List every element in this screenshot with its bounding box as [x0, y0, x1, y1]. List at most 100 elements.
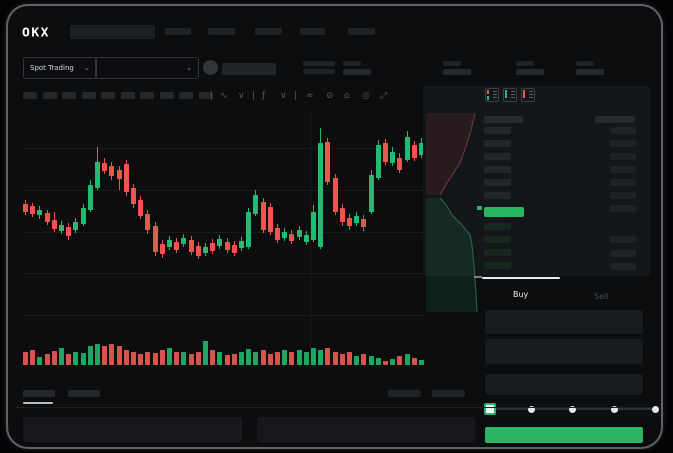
ask-price-placeholder[interactable] [484, 127, 511, 134]
order-input-field[interactable] [485, 310, 643, 334]
volume-bar [289, 352, 294, 365]
ask-amount-placeholder[interactable] [610, 153, 636, 160]
slider-stop[interactable] [610, 406, 618, 413]
candle [203, 247, 208, 253]
timeframe-placeholder[interactable] [62, 92, 76, 99]
market-type-selector[interactable]: Spot Trading ⌄ [23, 57, 97, 79]
candle [37, 210, 42, 215]
bid-price-placeholder[interactable] [484, 236, 511, 243]
ask-amount-placeholder[interactable] [610, 127, 636, 134]
orderbook-header-amount [595, 116, 635, 123]
timeframe-placeholder[interactable] [198, 92, 213, 99]
timeframe-placeholder[interactable] [179, 92, 193, 99]
ask-price-placeholder[interactable] [484, 153, 511, 160]
candle [246, 212, 251, 247]
tab-sell[interactable]: Sell [594, 292, 609, 301]
order-input-field[interactable] [485, 339, 643, 364]
ask-price-placeholder[interactable] [484, 179, 511, 186]
pair-avatar [203, 60, 218, 75]
ask-amount-placeholder[interactable] [610, 179, 636, 186]
ask-amount-placeholder[interactable] [610, 166, 636, 173]
settings-icon[interactable]: ◎ [362, 91, 370, 101]
book-view-bids-icon[interactable] [503, 88, 517, 102]
bid-price-placeholder[interactable] [484, 249, 511, 256]
timeframe-placeholder[interactable] [120, 92, 135, 99]
okx-logo[interactable]: OKX [22, 26, 50, 41]
ask-price-placeholder[interactable] [484, 192, 511, 199]
book-view-asks-icon[interactable] [521, 88, 535, 102]
timeframe-placeholder[interactable] [81, 92, 96, 99]
candle [88, 185, 93, 210]
chevron-down-icon[interactable]: ∨ [280, 91, 287, 101]
bid-amount-placeholder[interactable] [610, 263, 636, 270]
nav-item-placeholder[interactable] [300, 28, 325, 35]
bottom-action-placeholder[interactable] [388, 390, 421, 397]
candle [261, 202, 266, 230]
candle [95, 162, 100, 188]
last-price-highlight[interactable] [484, 207, 524, 217]
indicator-icon[interactable]: ƒ [262, 91, 266, 101]
book-view-all-icon[interactable] [485, 88, 499, 102]
volume-bar [268, 354, 273, 365]
slider-handle[interactable] [484, 403, 496, 415]
volume-bar [73, 352, 78, 365]
volume-bar [225, 355, 230, 365]
volume-bar [131, 352, 136, 365]
bottom-content-panel [23, 417, 242, 442]
bottom-action-placeholder[interactable] [432, 390, 465, 397]
candle [30, 206, 35, 214]
timeframe-placeholder[interactable] [23, 92, 37, 99]
camera-icon[interactable]: ⌂ [344, 91, 350, 101]
volume-bar [45, 354, 50, 365]
slider-stop[interactable] [569, 406, 576, 413]
ask-price-placeholder[interactable] [484, 166, 511, 173]
nav-item-placeholder[interactable] [255, 28, 282, 35]
candles-icon[interactable]: ∿ [220, 91, 228, 101]
candle [232, 245, 237, 253]
timeframe-placeholder[interactable] [140, 92, 154, 99]
volume-bar [246, 349, 251, 365]
timeframe-placeholder[interactable] [101, 92, 115, 99]
nav-item-placeholder[interactable] [208, 28, 235, 35]
candle [59, 225, 64, 231]
slider-stop[interactable] [527, 406, 535, 413]
bid-amount-placeholder[interactable] [610, 236, 636, 243]
bid-amount-placeholder[interactable] [610, 250, 636, 257]
ask-price-placeholder[interactable] [484, 140, 511, 147]
bid-price-placeholder[interactable] [484, 223, 511, 230]
bid-price-placeholder[interactable] [484, 262, 511, 269]
candle [347, 218, 352, 226]
candle [217, 239, 222, 246]
line-tool-icon[interactable]: ≈ [306, 91, 314, 101]
nav-item-placeholder[interactable] [348, 28, 375, 35]
timeframe-placeholder[interactable] [42, 92, 57, 99]
volume-bar [369, 356, 374, 365]
ask-amount-placeholder[interactable] [610, 140, 636, 147]
draw-tool-icon[interactable]: ⊘ [326, 91, 334, 101]
ask-amount-placeholder[interactable] [610, 192, 636, 199]
slider-stop[interactable] [652, 406, 659, 413]
bottom-tab-placeholder[interactable] [23, 390, 55, 397]
candle [412, 145, 417, 158]
volume-bar [217, 352, 222, 365]
tab-buy[interactable]: Buy [513, 290, 529, 299]
gridline [310, 110, 311, 365]
candle [297, 230, 302, 237]
chevron-down-icon[interactable]: ∨ [238, 91, 245, 101]
order-input-field[interactable] [485, 374, 643, 395]
pair-selector[interactable]: ⌄ [95, 57, 199, 79]
timeframe-placeholder[interactable] [159, 92, 174, 99]
depth-chart[interactable] [425, 110, 482, 322]
chevron-down-icon: ⌄ [84, 63, 90, 72]
candle [390, 152, 395, 163]
ask-amount-placeholder[interactable] [610, 205, 636, 212]
bottom-tab-placeholder[interactable] [68, 390, 100, 397]
volume-bar [95, 344, 100, 365]
buy-submit-button[interactable] [485, 427, 643, 443]
stat-label-placeholder [343, 61, 361, 66]
gridline [23, 273, 425, 274]
candle [268, 207, 273, 232]
nav-item-placeholder[interactable] [165, 28, 191, 35]
fullscreen-icon[interactable]: ⤢ [380, 91, 388, 101]
volume-bar [174, 352, 179, 365]
